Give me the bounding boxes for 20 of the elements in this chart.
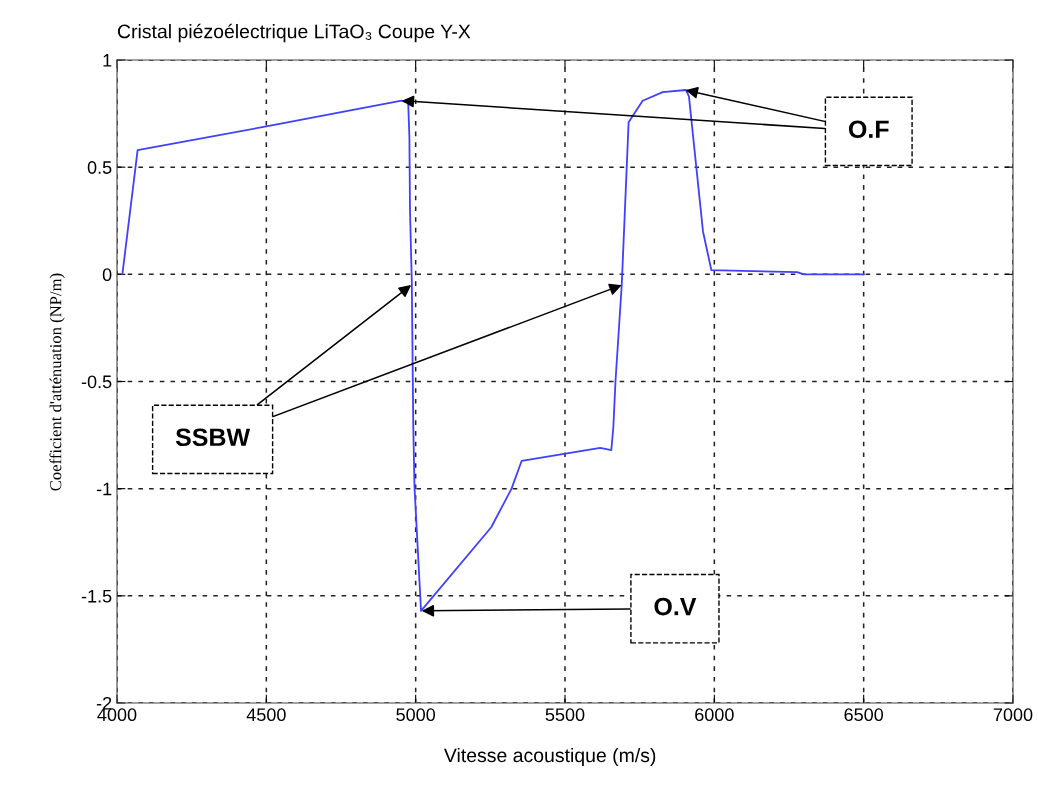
y-tick-label: 0 <box>102 268 112 282</box>
y-tick-label: -1.5 <box>81 589 112 603</box>
x-tick-label: 7000 <box>993 708 1033 722</box>
y-axis-title: Coefficient d'atténuation (NP/m) <box>49 273 65 491</box>
x-tick-label: 4500 <box>246 708 286 722</box>
y-tick-label: 0.5 <box>87 161 112 174</box>
y-tick-label: -0.5 <box>81 375 112 389</box>
x-tick-label: 4000 <box>97 708 137 722</box>
y-tick-label: -2 <box>96 696 112 710</box>
x-tick-label: 6000 <box>695 708 734 722</box>
x-tick-label: 5500 <box>545 708 585 722</box>
y-tick-label: -1 <box>96 482 112 496</box>
chart-title: Cristal piézoélectrique LiTaO₃ Coupe Y-X <box>117 23 471 43</box>
annotation: O.V <box>654 597 697 616</box>
x-tick-label: 5000 <box>396 708 436 722</box>
y-tick-label: 1 <box>103 54 112 67</box>
annotation: SSBW <box>175 428 251 447</box>
annotation: O.F <box>848 120 889 139</box>
x-tick-label: 6500 <box>844 708 884 722</box>
x-axis-title: Vitesse acoustique (m/s) <box>443 747 656 767</box>
